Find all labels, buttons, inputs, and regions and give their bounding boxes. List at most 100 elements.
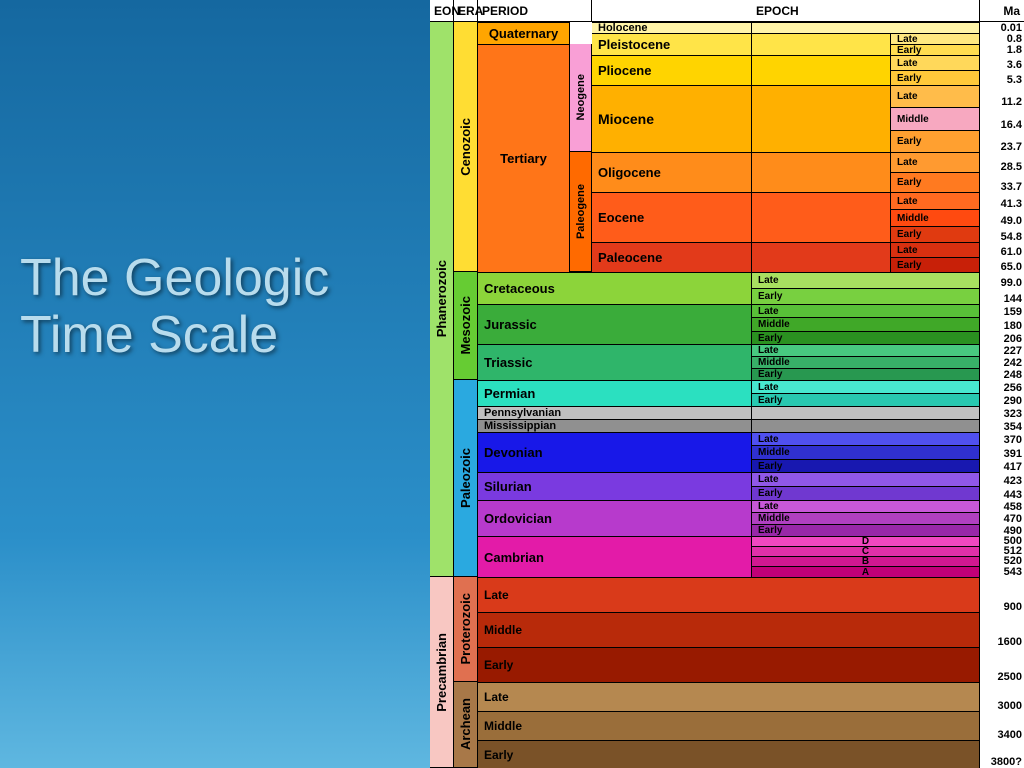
hdr-period: PERIOD	[478, 0, 592, 21]
ma-value: 2500	[980, 671, 1022, 683]
period-cell: Miocene	[592, 85, 752, 152]
period-cell: Eocene	[592, 192, 752, 242]
epoch-cell: Late	[752, 432, 980, 445]
eon-cell: Precambrian	[430, 577, 454, 768]
period-cell: Triassic	[478, 344, 752, 380]
epoch-cell: Late	[891, 152, 980, 172]
ma-value: 159	[980, 306, 1022, 318]
period-cell: Oligocene	[592, 152, 752, 192]
subgroup-cell: Paleogene	[570, 152, 592, 272]
epoch-cell: D	[752, 536, 980, 546]
period-cell: Holocene	[592, 22, 752, 33]
epoch-cell: Early	[752, 459, 980, 472]
ma-value: 323	[980, 408, 1022, 420]
ma-value: 391	[980, 448, 1022, 460]
era-cell: Proterozoic	[454, 577, 478, 682]
period-cell: Ordovician	[478, 500, 752, 536]
period-cell: Permian	[478, 380, 752, 406]
epoch-cell: Late	[752, 380, 980, 393]
epoch-cell: Late	[752, 500, 980, 512]
ma-value: 180	[980, 320, 1022, 332]
hdr-era: ERA	[454, 0, 478, 21]
era-cell: Archean	[454, 682, 478, 768]
ma-value: 61.0	[980, 246, 1022, 258]
epoch-cell: Late	[752, 304, 980, 317]
slide-title: The Geologic Time Scale	[20, 250, 410, 364]
period-cell: Pliocene	[592, 55, 752, 85]
ma-value: 256	[980, 382, 1022, 394]
epoch-cell: C	[752, 546, 980, 556]
ma-value: 33.7	[980, 181, 1022, 193]
ma-value: 1.8	[980, 44, 1022, 56]
epoch-cell: Middle	[752, 512, 980, 524]
epoch-cell: Middle	[891, 209, 980, 226]
ma-value: 443	[980, 489, 1022, 501]
ma-value: 354	[980, 421, 1022, 433]
period-cell: Pleistocene	[592, 33, 752, 55]
eon-cell: Phanerozoic	[430, 22, 454, 577]
epoch-cell: Early	[752, 331, 980, 344]
era-cell: Paleozoic	[454, 380, 478, 577]
hdr-epoch: EPOCH	[752, 0, 980, 21]
period-group-cell: Tertiary	[478, 44, 570, 272]
period-extend	[752, 152, 891, 192]
period-extend	[752, 85, 891, 152]
ma-value: 99.0	[980, 277, 1022, 289]
ma-value: 1600	[980, 636, 1022, 648]
period-extend	[752, 406, 980, 419]
period-extend	[752, 55, 891, 85]
period-extend	[752, 33, 891, 55]
period-group-cell: Quaternary	[478, 22, 570, 44]
epoch-cell: Middle	[752, 356, 980, 368]
period-cell: Devonian	[478, 432, 752, 472]
epoch-cell: Late	[891, 192, 980, 209]
epoch-cell: Early	[891, 70, 980, 85]
epoch-cell: Middle	[752, 445, 980, 459]
ma-value: 3000	[980, 700, 1022, 712]
ma-value: 3.6	[980, 59, 1022, 71]
era-cell: Cenozoic	[454, 22, 478, 272]
ma-value: 11.2	[980, 96, 1022, 108]
epoch-cell: A	[752, 566, 980, 577]
period-cell: Cretaceous	[478, 272, 752, 304]
epoch-cell: Late	[752, 344, 980, 356]
period-cell: Cambrian	[478, 536, 752, 577]
title-panel: The Geologic Time Scale	[0, 0, 430, 768]
ma-value: 3800?	[980, 756, 1022, 768]
ma-column: 0.010.81.83.65.311.216.423.728.533.741.3…	[980, 22, 1024, 768]
period-cell: Paleocene	[592, 242, 752, 272]
ma-value: 41.3	[980, 198, 1022, 210]
epoch-cell: Early	[891, 172, 980, 192]
ma-value: 290	[980, 395, 1022, 407]
slide: The Geologic Time Scale EON ERA PERIOD E…	[0, 0, 1024, 768]
epoch-cell: Early	[891, 257, 980, 272]
ma-value: 470	[980, 513, 1022, 525]
period-cell: Mississippian	[478, 419, 752, 432]
subgroup-cell: Neogene	[570, 44, 592, 152]
period-cell: Middle	[478, 612, 980, 647]
hdr-eon: EON	[430, 0, 454, 21]
ma-value: 23.7	[980, 141, 1022, 153]
table-body: 0.010.81.83.65.311.216.423.728.533.741.3…	[430, 22, 1024, 768]
period-cell: Pennsylvanian	[478, 406, 752, 419]
period-extend	[752, 242, 891, 272]
epoch-cell: Early	[752, 524, 980, 536]
period-extend	[752, 22, 980, 33]
ma-value: 5.3	[980, 74, 1022, 86]
geologic-table: EON ERA PERIOD EPOCH Ma 0.010.81.83.65.3…	[430, 0, 1024, 768]
epoch-cell: Late	[891, 242, 980, 257]
ma-value: 206	[980, 333, 1022, 345]
epoch-cell: Early	[891, 226, 980, 242]
period-cell: Early	[478, 740, 980, 768]
table-header: EON ERA PERIOD EPOCH Ma	[430, 0, 1024, 22]
ma-value: 227	[980, 345, 1022, 357]
ma-value: 3400	[980, 729, 1022, 741]
epoch-cell: Early	[891, 130, 980, 152]
epoch-cell: Late	[891, 85, 980, 107]
ma-value: 458	[980, 501, 1022, 513]
ma-value: 242	[980, 357, 1022, 369]
period-extend	[752, 419, 980, 432]
period-extend	[752, 192, 891, 242]
ma-value: 417	[980, 461, 1022, 473]
epoch-cell: B	[752, 556, 980, 566]
